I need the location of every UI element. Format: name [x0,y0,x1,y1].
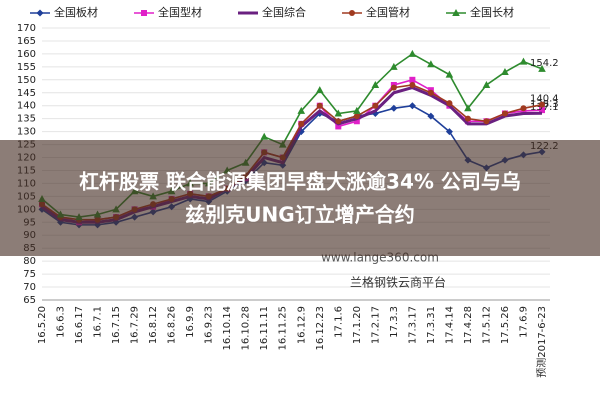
x-tick-label: 16.6.3 [56,306,67,338]
marker [335,123,342,130]
y-tick-label: 130 [17,127,36,138]
x-tick-label: 16.7.29 [130,306,141,344]
marker [409,76,416,83]
y-tick-label: 135 [17,114,36,125]
x-tick-label: 17.2.17 [370,306,381,344]
marker [353,113,360,120]
x-tick-label: 16.8.12 [148,306,159,344]
x-tick-label: 17.3.3 [389,306,400,338]
x-tick-label: 16.12.9 [296,306,307,344]
legend-label: 全国板材 [54,5,98,19]
marker [538,64,546,72]
legend-label: 全国管材 [366,5,410,19]
x-tick-label: 17.5.12 [481,306,492,344]
x-tick-label: 17.1.6 [333,306,344,338]
x-tick-label: 预测2017-6-23 [535,306,548,378]
marker [316,102,323,109]
marker [36,9,44,17]
marker [501,68,509,76]
marker [141,10,147,16]
marker [298,120,305,127]
x-tick-label: 16.12.23 [315,306,326,351]
x-tick-label: 17.6.9 [518,306,529,338]
x-tick-label: 16.11.25 [278,306,289,351]
marker [409,81,416,88]
marker [539,101,545,108]
y-tick-label: 70 [23,282,36,293]
marker [427,89,434,96]
y-tick-label: 75 [23,269,36,280]
marker [372,102,379,109]
marker [483,118,490,125]
x-tick-label: 17.4.14 [444,306,455,344]
x-tick-label: 17.5.26 [500,306,511,344]
x-tick-label: 16.11.11 [259,306,270,351]
marker [297,106,306,114]
marker [334,109,343,117]
banner-line: 兹别克UNG订立增产合约 [185,203,414,227]
banner-background [0,140,600,256]
y-tick-label: 170 [17,23,36,34]
marker [539,107,545,114]
legend-label: 全国型材 [158,5,202,19]
marker [260,132,269,140]
x-tick-label: 17.1.20 [352,306,363,344]
marker [390,84,397,91]
marker [371,80,380,88]
end-value-label: 137.1 [530,102,559,113]
marker [390,62,398,70]
y-tick-label: 150 [17,75,36,86]
y-tick-label: 155 [17,62,36,73]
legend-label: 全国长材 [470,5,514,19]
x-tick-label: 16.10.28 [241,306,252,351]
x-tick-label: 16.9.23 [204,306,215,344]
y-tick-label: 80 [23,256,36,267]
marker [335,118,342,125]
watermark-name: 兰格钢铁云商平台 [350,275,446,290]
y-tick-label: 145 [17,88,36,99]
x-tick-label: 16.5.20 [37,306,48,344]
marker [445,128,453,136]
x-tick-label: 17.4.28 [463,306,474,344]
marker [353,106,361,114]
end-value-label: 154.2 [530,58,559,69]
x-tick-label: 16.10.14 [222,306,233,351]
x-tick-label: 16.8.26 [167,306,178,344]
legend-label: 全国综合 [262,5,306,19]
x-tick-label: 16.6.17 [74,306,85,344]
marker [390,104,398,112]
marker [482,80,491,88]
marker [408,49,417,57]
marker [427,112,435,120]
marker [349,10,355,16]
marker [520,105,527,112]
marker [353,118,360,125]
marker [315,86,324,94]
marker [445,70,454,78]
y-tick-label: 65 [23,295,36,306]
y-tick-label: 140 [17,101,36,112]
marker [501,110,508,117]
banner-line: 杠杆股票 联合能源集团早盘大涨逾34% 公司与乌 [79,170,521,194]
marker [427,60,435,68]
marker [452,9,460,16]
marker [464,115,471,122]
marker [464,104,472,112]
x-tick-label: 16.7.15 [111,306,122,344]
x-tick-label: 17.3.31 [426,306,437,344]
marker [408,102,416,110]
y-tick-label: 160 [17,49,36,60]
x-tick-label: 17.3.17 [407,306,418,344]
x-tick-label: 16.7.1 [93,306,104,338]
marker [519,57,528,65]
x-tick-label: 16.9.9 [185,306,196,338]
end-value-label: 140.4 [530,94,559,105]
marker [446,100,453,107]
y-tick-label: 165 [17,36,36,47]
